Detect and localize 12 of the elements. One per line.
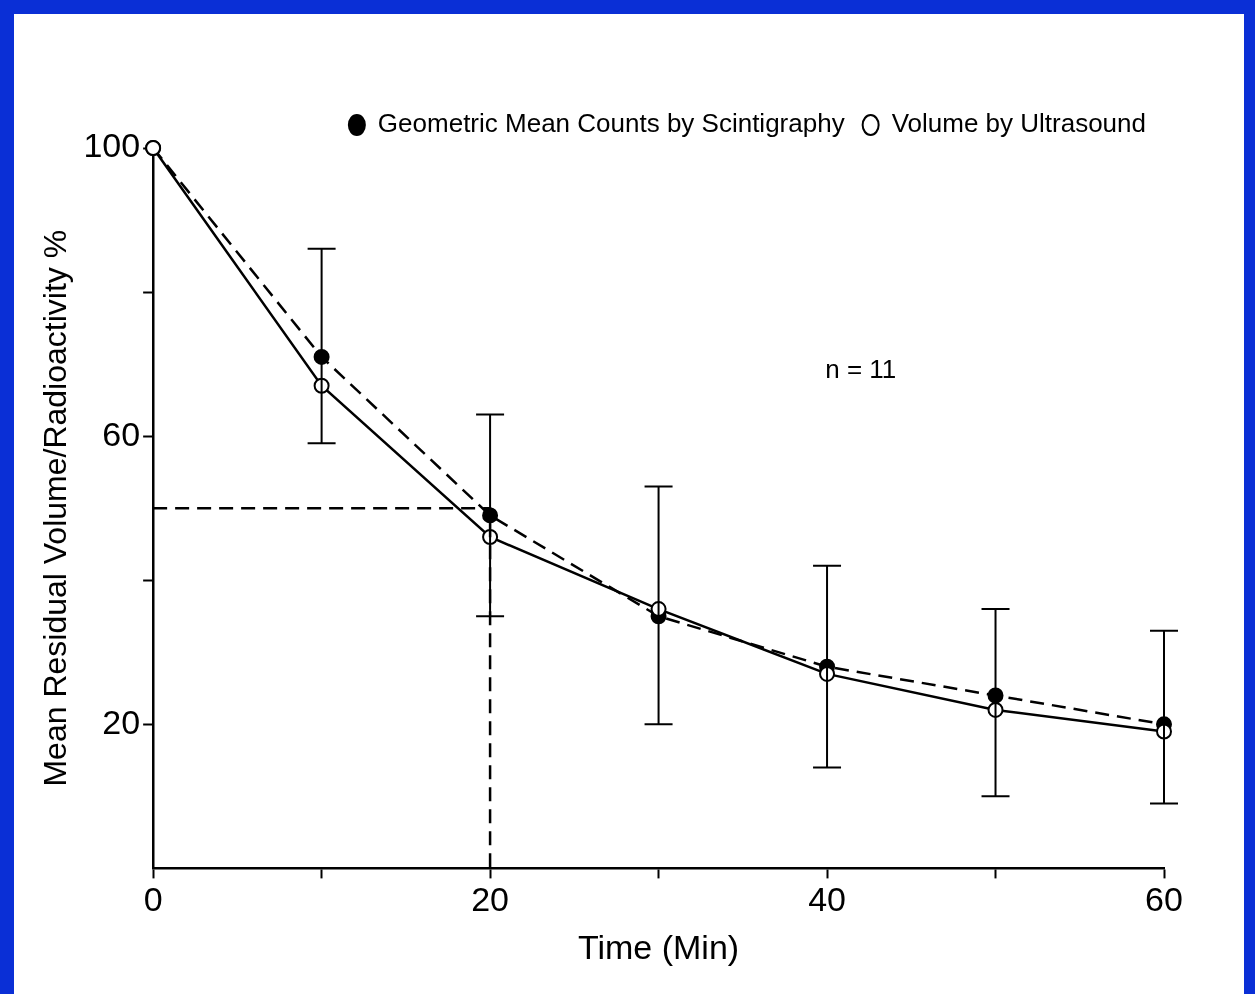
x-tick-label: 20 (471, 880, 509, 919)
y-tick-label: 100 (83, 126, 141, 165)
x-axis-title: Time (Min) (577, 927, 740, 966)
y-tick-label: 20 (102, 702, 141, 741)
y-tick-label: 60 (102, 414, 141, 453)
legend-label: Volume by Ultrasound (891, 108, 1147, 139)
x-tick-label: 40 (808, 880, 846, 919)
legend-label: Geometric Mean Counts by Scintigraphy (377, 108, 845, 139)
annotation: n = 11 (825, 354, 897, 385)
y-axis-title: Mean Residual Volume/Radioactivity % (37, 229, 74, 787)
x-tick-label: 0 (143, 880, 163, 919)
x-tick-label: 60 (1145, 880, 1183, 919)
